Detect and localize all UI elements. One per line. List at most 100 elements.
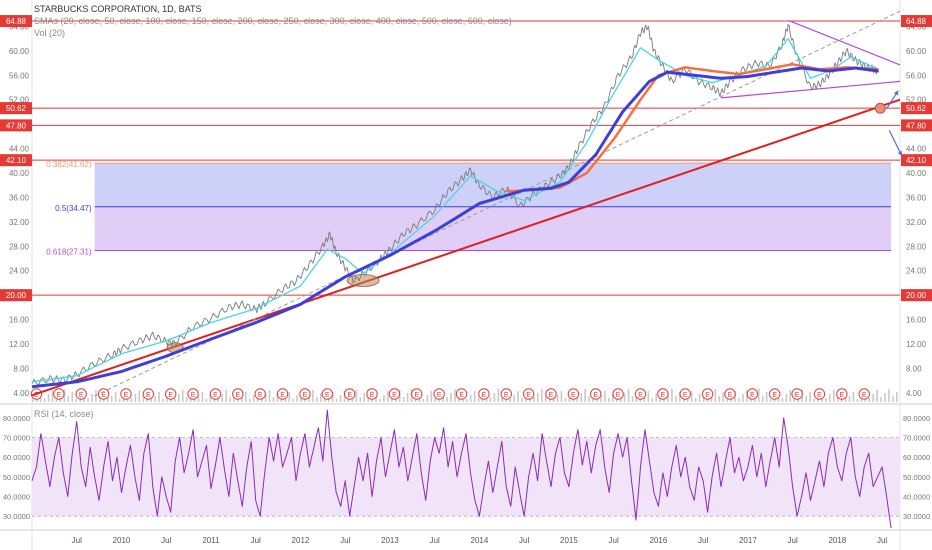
volume-bar: [114, 392, 117, 402]
earnings-marker-label: E: [549, 392, 554, 399]
volume-bar: [67, 396, 70, 402]
earnings-marker-label: E: [414, 392, 419, 399]
rsi-tick-right: 80.0000: [903, 414, 930, 423]
volume-bar: [292, 399, 294, 402]
volume-bar: [513, 395, 515, 402]
volume-bar: [130, 398, 133, 402]
volume-bar: [584, 389, 586, 402]
volume-bar: [600, 395, 602, 402]
volume-bar: [785, 394, 788, 402]
volume-bar: [757, 389, 760, 402]
rsi-legend: RSI (14, close): [34, 409, 94, 419]
earnings-marker-label: E: [862, 392, 867, 399]
price-badge-right: [901, 154, 932, 167]
volume-bar: [296, 395, 298, 402]
x-tick-label: Jul: [877, 536, 887, 545]
earnings-marker: [612, 388, 624, 400]
volume-bar: [805, 396, 807, 402]
volume-bar: [118, 399, 121, 402]
rsi-tick-right: 70.0000: [903, 434, 930, 443]
price-tick-right: 8.00: [906, 364, 922, 373]
volume-bar: [608, 398, 610, 402]
volume-bar: [134, 394, 137, 402]
volume-bar: [552, 399, 555, 402]
volume-bar: [339, 395, 342, 402]
volume-bar: [158, 392, 160, 402]
price-badge-left-label: 50.62: [6, 104, 27, 113]
volume-bar: [884, 393, 886, 402]
volume-bar: [683, 399, 685, 402]
earnings-marker-label: E: [839, 392, 844, 399]
price-badge-right-label: 47.80: [906, 121, 927, 130]
volume-bar: [813, 399, 815, 402]
volume-bar: [335, 399, 338, 402]
volume-bar: [872, 394, 874, 402]
earnings-marker-label: E: [347, 392, 352, 399]
earnings-marker: [75, 388, 87, 400]
earnings-marker-label: E: [661, 392, 666, 399]
volume-bar: [343, 391, 346, 402]
volume-bar: [868, 398, 871, 402]
price-tick-right: 52.00: [906, 96, 927, 105]
earnings-marker: [232, 388, 244, 400]
volume-bar: [197, 396, 200, 402]
volume-bar: [264, 394, 267, 402]
fib-zone-lower: [94, 206, 892, 251]
earnings-marker: [321, 388, 333, 400]
rsi-tick-left: 30.0000: [3, 512, 30, 521]
volume-bar: [675, 396, 677, 402]
earnings-marker-label: E: [235, 392, 240, 399]
earnings-marker-label: E: [168, 392, 173, 399]
earnings-marker: [142, 388, 155, 400]
rsi-tick-right: 40.0000: [903, 493, 930, 502]
earnings-marker-label: E: [34, 392, 39, 399]
price-badge-left-label: 47.80: [6, 121, 27, 130]
earnings-marker: [478, 388, 490, 400]
volume-bar: [848, 396, 851, 402]
earnings-marker: [724, 388, 736, 400]
fib-level-label: 0.618(27.31): [46, 247, 92, 256]
price-badge-right-label: 50.62: [906, 104, 927, 113]
price-tick-right: 24.00: [906, 267, 927, 276]
price-tick-right: 60.00: [906, 47, 927, 56]
volume-bar: [880, 397, 882, 402]
volume-bar: [383, 395, 385, 402]
volume-bar: [828, 394, 831, 402]
rsi-tick-left: 40.0000: [3, 493, 30, 502]
volume-bar: [209, 395, 212, 402]
earnings-marker: [411, 388, 423, 400]
volume-bar: [714, 389, 717, 402]
price-tick-left: 12.00: [9, 340, 30, 349]
x-tick-label: Jul: [788, 536, 798, 545]
target-circle: [874, 102, 886, 114]
volume-bar: [852, 392, 855, 402]
volume-bar: [892, 396, 894, 402]
volume-bar: [761, 396, 764, 402]
volume-bar: [651, 398, 654, 402]
earnings-marker-label: E: [303, 392, 308, 399]
volume-bar: [580, 393, 583, 402]
x-tick-label: 2012: [292, 536, 310, 545]
volume-bar: [166, 395, 168, 402]
sma-legend: SMAs (20, close, 50, close, 100, close, …: [34, 16, 512, 26]
earnings-marker-label: E: [638, 392, 643, 399]
volume-bar: [316, 397, 318, 402]
price-tick-right: 40.00: [906, 169, 927, 178]
earnings-marker: [813, 388, 826, 400]
volume-bar: [690, 391, 693, 402]
x-tick-label: 2017: [739, 536, 757, 545]
rsi-tick-left: 70.0000: [3, 434, 30, 443]
price-tick-left: 36.00: [9, 193, 30, 202]
volume-bar: [698, 394, 701, 402]
earnings-marker-label: E: [79, 392, 84, 399]
volume-bar: [769, 399, 772, 402]
volume-bar: [596, 399, 598, 402]
earnings-marker: [276, 388, 289, 400]
price-tick-right: 16.00: [906, 316, 927, 325]
down-arrow: [888, 129, 903, 157]
volume-bar: [540, 389, 543, 402]
earnings-marker-label: E: [437, 392, 442, 399]
price-line: [31, 23, 879, 386]
price-badge-right-label: 42.10: [906, 156, 927, 165]
